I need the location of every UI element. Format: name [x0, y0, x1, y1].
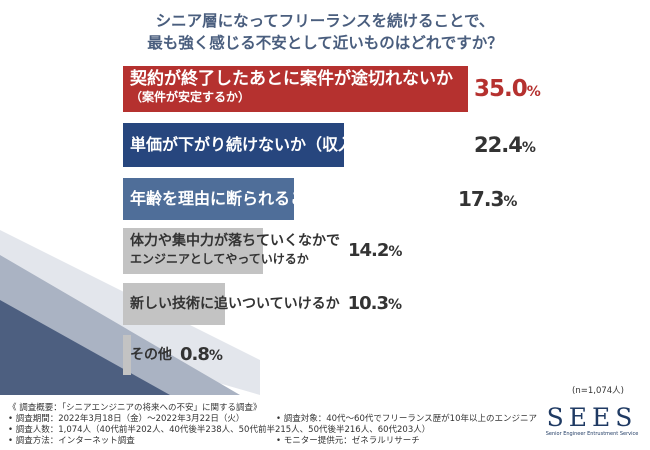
bar-1	[123, 66, 468, 112]
bar-label-line: 体力や集中力が落ちていくなかで	[130, 233, 340, 249]
bar-6	[123, 335, 131, 375]
value-number: 17.3	[458, 187, 504, 211]
bar-label-6: その他	[130, 335, 172, 375]
bar-label-line: 新しい技術に追いついていけるか	[130, 296, 340, 312]
bar-5	[123, 283, 225, 325]
bar-label-5: 新しい技術に追いついていけるか	[130, 283, 340, 325]
value-number: 0.8	[180, 344, 210, 365]
logo-mark: SEES	[546, 403, 638, 432]
value-label-5: 10.3%	[347, 283, 402, 326]
value-percent-sign: %	[526, 84, 541, 100]
survey-method: • 調査方法：インターネット調査	[8, 436, 135, 446]
bar-label-1: 契約が終了したあとに案件が途切れないか （案件が安定するか）	[130, 69, 453, 105]
value-number: 35.0	[474, 76, 528, 102]
value-label-6: 0.8%	[180, 335, 223, 376]
sample-size-note: (n=1,074人)	[572, 386, 624, 396]
title-line-2: 最も強く感じる不安として近いものはどれですか？	[147, 34, 503, 52]
survey-target: • 調査対象：40代〜60代でフリーランス歴が10年以上のエンジニア	[276, 414, 537, 424]
survey-overview: 《 調査概要：「シニアエンジニアの将来への不安」に関する調査》 • 調査期間：2…	[8, 403, 537, 447]
bar-label-line: 単価が下がり続けないか（収入が減らないか）	[130, 135, 467, 154]
bar-label-2: 単価が下がり続けないか（収入が減らないか）	[130, 123, 466, 167]
value-percent-sign: %	[503, 194, 517, 210]
value-percent-sign: %	[521, 140, 536, 156]
bar-4	[123, 228, 263, 274]
logo-tagline: Senior Engineer Entrustment Service	[545, 431, 639, 437]
value-label-3: 17.3%	[458, 178, 517, 223]
value-label-4: 14.2%	[348, 228, 402, 275]
survey-respondents: • 調査人数：1,074人（40代前半202人、40代後半238人、50代前半2…	[8, 425, 431, 435]
value-number: 14.2	[348, 240, 389, 261]
survey-period: • 調査期間：2022年3月18日（金）〜2022年3月22日（火）	[8, 414, 245, 424]
bar-3	[123, 178, 294, 220]
survey-row-1: • 調査期間：2022年3月18日（金）〜2022年3月22日（火） • 調査対…	[8, 414, 537, 425]
survey-overview-heading: 《 調査概要：「シニアエンジニアの将来への不安」に関する調査》	[8, 403, 262, 413]
value-number: 22.4	[474, 133, 523, 157]
bar-label-line: 年齢を理由に断られることが多くならないか	[130, 189, 451, 208]
bar-label-line: エンジニアとしてやっていけるか	[130, 252, 309, 266]
page-title: シニア層になってフリーランスを続けることで、 最も強く感じる不安として近いものは…	[0, 10, 650, 54]
title-line-1: シニア層になってフリーランスを続けることで、	[155, 12, 495, 30]
value-label-2: 22.4%	[474, 123, 536, 170]
value-percent-sign: %	[388, 297, 402, 313]
bar-label-3: 年齢を理由に断られることが多くならないか	[130, 178, 450, 220]
sees-logo: SEES Senior Engineer Entrustment Service	[540, 403, 644, 438]
value-label-1: 35.0%	[474, 66, 541, 115]
survey-provider: • モニター提供元：ゼネラルリサーチ	[276, 436, 420, 446]
bar-label-line: （案件が安定するか）	[130, 90, 251, 104]
bar-label-line: 契約が終了したあとに案件が途切れないか	[130, 69, 453, 89]
value-number: 10.3	[347, 293, 389, 314]
bar-2	[123, 123, 344, 167]
bar-label-line: その他	[130, 347, 172, 363]
value-percent-sign: %	[388, 244, 402, 260]
survey-row-3: • 調査方法：インターネット調査 • モニター提供元：ゼネラルリサーチ	[8, 436, 430, 447]
value-percent-sign: %	[208, 348, 223, 364]
bar-label-4: 体力や集中力が落ちていくなかで エンジニアとしてやっていけるか	[130, 231, 340, 267]
